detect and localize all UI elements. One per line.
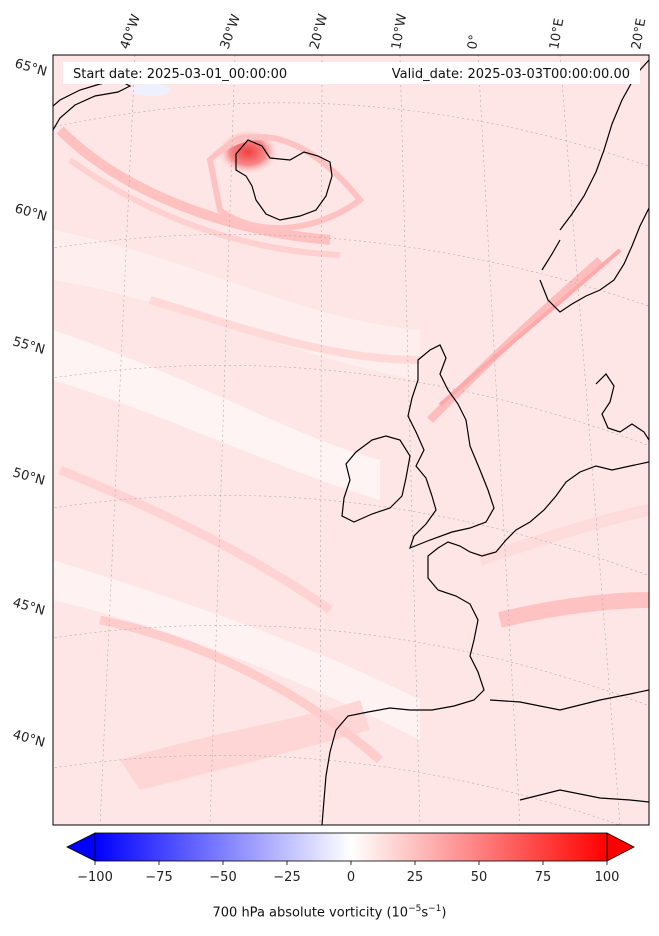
lon-label: 30°W (218, 12, 244, 51)
lon-label: 20°W (307, 12, 331, 51)
lon-label: 20°E (629, 17, 649, 50)
colorbar-tick-label: 50 (471, 870, 488, 885)
start-date-label: Start date: 2025-03-01_00:00:00 (73, 67, 287, 82)
colorbar-tick-label: 100 (595, 870, 620, 885)
colorbar-tick-label: −25 (273, 870, 300, 885)
latitude-labels: 65°N 60°N 55°N 50°N 45°N 40°N (11, 56, 49, 750)
lon-label: 10°W (389, 13, 410, 51)
valid-date-label: Valid_date: 2025-03-03T00:00:00.00 (392, 67, 630, 82)
lat-label: 40°N (11, 727, 47, 750)
lon-label: 0° (465, 34, 482, 51)
colorbar-title: 700 hPa absolute vorticity (10−5s−1) (212, 904, 447, 921)
colorbar: −100 −75 −50 −25 0 25 50 75 100 (66, 832, 635, 885)
lat-label: 65°N (13, 56, 49, 79)
colorbar-ticks: −100 −75 −50 −25 0 25 50 75 100 (77, 861, 619, 885)
map-frame (52, 54, 650, 826)
colorbar-tick-label: −75 (145, 870, 172, 885)
colorbar-tick-label: 25 (407, 870, 424, 885)
longitude-labels: 40°W 30°W 20°W 10°W 0° 10°E 20°E (118, 12, 650, 51)
vorticity-field (53, 84, 649, 790)
map-panel: Start date: 2025-03-01_00:00:00 Valid_da… (52, 54, 650, 826)
lat-label: 50°N (11, 465, 47, 488)
lat-label: 60°N (13, 201, 49, 224)
colorbar-max-extend (606, 832, 635, 862)
graticule (53, 55, 649, 825)
colorbar-min-extend (66, 832, 96, 862)
colorbar-gradient (95, 833, 607, 861)
colorbar-tick-label: −50 (209, 870, 236, 885)
colorbar-tick-label: −100 (77, 870, 113, 885)
colorbar-tick-label: 0 (347, 870, 355, 885)
lat-label: 45°N (11, 595, 47, 618)
colorbar-tick-label: 75 (535, 870, 552, 885)
header-box (63, 62, 640, 84)
lat-label: 55°N (11, 334, 47, 357)
lon-label: 40°W (118, 12, 144, 51)
lon-label: 10°E (547, 17, 567, 50)
